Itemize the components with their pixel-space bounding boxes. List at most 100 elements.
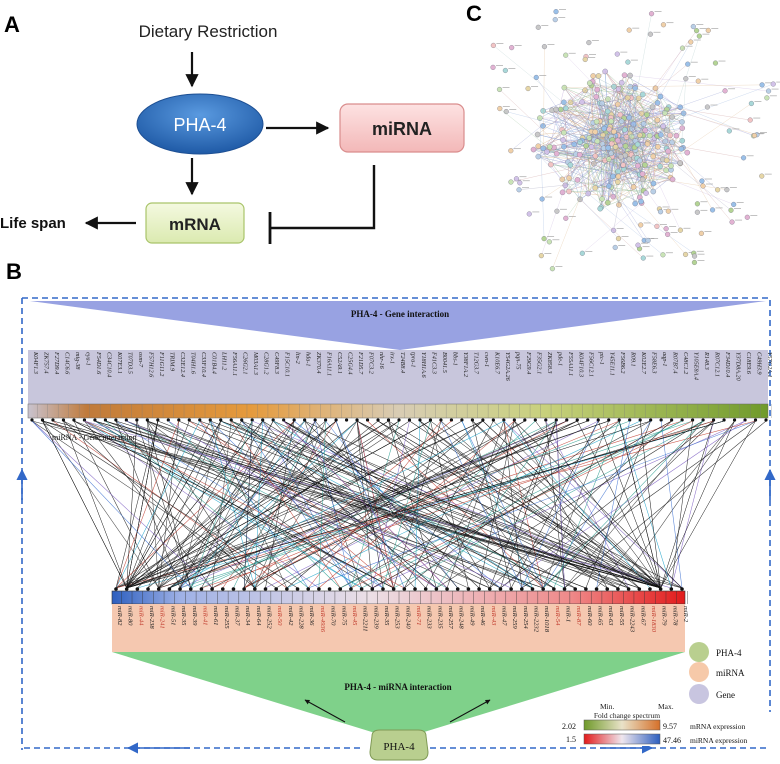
mirna-anchor-dot bbox=[434, 587, 439, 591]
interaction-edge bbox=[169, 420, 504, 589]
mirna-label: miR-67 bbox=[639, 606, 646, 626]
interaction-edge bbox=[472, 420, 512, 589]
interaction-edge bbox=[42, 420, 683, 589]
mirna-label: miR-254 bbox=[522, 606, 529, 629]
network-node bbox=[595, 73, 602, 79]
interaction-edge bbox=[304, 420, 480, 589]
network-node bbox=[593, 118, 600, 125]
gene-anchor-dot bbox=[449, 418, 454, 422]
mirna-anchor-dot bbox=[573, 587, 578, 591]
interaction-edge bbox=[585, 420, 651, 589]
network-node bbox=[635, 95, 642, 102]
network-edge bbox=[613, 124, 634, 231]
gene-anchor-dot bbox=[460, 418, 464, 422]
network-node bbox=[654, 223, 660, 229]
mirna-anchor-dot bbox=[552, 587, 556, 591]
network-node bbox=[612, 244, 618, 251]
gene-label: K07E3.1 bbox=[116, 351, 123, 374]
gene-label: F16A11.1 bbox=[326, 351, 333, 376]
gene-anchor-dot bbox=[439, 418, 443, 422]
interaction-edge bbox=[272, 420, 426, 589]
network-edge bbox=[499, 108, 550, 149]
gene-anchor-dot bbox=[51, 418, 55, 422]
mirna-anchor-dot bbox=[487, 587, 492, 591]
interaction-edge bbox=[618, 420, 672, 589]
mirna-label: miR-43 bbox=[490, 606, 497, 626]
network-edge bbox=[611, 156, 734, 205]
network-edge bbox=[681, 78, 686, 149]
network-node bbox=[673, 132, 680, 139]
gene-label: bbs-1 bbox=[451, 352, 458, 366]
network-edge bbox=[591, 85, 620, 205]
mirna-label: miR-64 bbox=[255, 606, 262, 626]
interaction-edge bbox=[597, 420, 661, 589]
gene-anchor-dot bbox=[764, 418, 768, 422]
mirna-anchor-dot bbox=[669, 587, 674, 591]
network-node bbox=[586, 40, 592, 46]
mirna-label: miR-235 bbox=[436, 606, 443, 629]
interaction-edge bbox=[42, 420, 298, 589]
network-node bbox=[535, 153, 542, 160]
network-node bbox=[635, 242, 641, 248]
interaction-edge bbox=[556, 420, 565, 589]
gene-label: T12G3.7 bbox=[472, 352, 479, 375]
network-node bbox=[665, 231, 671, 237]
mirna-anchor-dot bbox=[391, 587, 396, 591]
interaction-edge bbox=[252, 420, 661, 589]
gene-anchor-dot bbox=[512, 418, 516, 422]
mirna-anchor-dot bbox=[210, 587, 214, 591]
interaction-edge bbox=[671, 420, 693, 589]
mirna-anchor-dot bbox=[370, 587, 375, 591]
interaction-edge bbox=[94, 420, 661, 589]
network-edge bbox=[510, 156, 621, 183]
network-edge bbox=[539, 118, 545, 239]
mirna-label: miR-47 bbox=[500, 606, 507, 626]
mirna-label: miR-239 bbox=[372, 606, 379, 629]
network-node bbox=[508, 179, 514, 185]
gene-anchor-dot bbox=[691, 418, 695, 422]
network-node bbox=[660, 252, 666, 258]
network-node bbox=[503, 109, 509, 115]
interaction-edge bbox=[126, 420, 242, 589]
gene-anchor-dot bbox=[701, 418, 705, 422]
network-node bbox=[662, 110, 668, 116]
network-node bbox=[684, 149, 691, 156]
network-node bbox=[764, 95, 770, 101]
interaction-edge bbox=[472, 420, 661, 589]
interaction-edge bbox=[542, 420, 714, 589]
gene-label: cwn-1 bbox=[483, 352, 490, 367]
interaction-edge bbox=[126, 420, 221, 589]
gene-label: C49H3.9 bbox=[756, 352, 763, 375]
network-edge bbox=[652, 107, 658, 136]
network-node bbox=[516, 187, 522, 193]
network-node bbox=[502, 67, 508, 74]
mirna-label: miR-39 bbox=[191, 606, 198, 626]
mirna-inhibits-mrna-line bbox=[270, 165, 376, 230]
network-node bbox=[622, 143, 629, 149]
interaction-network bbox=[490, 9, 780, 272]
interaction-edge bbox=[521, 420, 599, 589]
network-node bbox=[541, 44, 548, 50]
panel-c: C bbox=[466, 1, 780, 272]
mirna-anchor-dot bbox=[220, 587, 225, 591]
interaction-edge bbox=[671, 420, 714, 589]
mirna-label: miR-1830 bbox=[650, 606, 657, 633]
interaction-edge bbox=[169, 420, 463, 589]
network-edge bbox=[538, 156, 606, 161]
mirna-label: miR-42 bbox=[287, 606, 294, 626]
network-node bbox=[548, 161, 554, 168]
interaction-edge bbox=[564, 420, 704, 589]
gene-anchor-dot bbox=[502, 418, 506, 422]
spectrum-mirna-min: 2.02 bbox=[562, 722, 576, 731]
network-node bbox=[496, 86, 503, 93]
network-node bbox=[650, 188, 657, 195]
network-node bbox=[645, 237, 651, 244]
interaction-edge bbox=[42, 420, 544, 589]
interaction-edge bbox=[94, 420, 469, 589]
interaction-edge bbox=[318, 420, 326, 589]
spectrum-mirna-max: 9.57 bbox=[663, 722, 677, 731]
gene-label: F56A11.1 bbox=[231, 351, 238, 376]
gene-anchor-dot bbox=[166, 418, 170, 422]
mirna-label: miR-238 bbox=[148, 606, 155, 629]
gene-label: R07C12.1 bbox=[714, 351, 721, 377]
